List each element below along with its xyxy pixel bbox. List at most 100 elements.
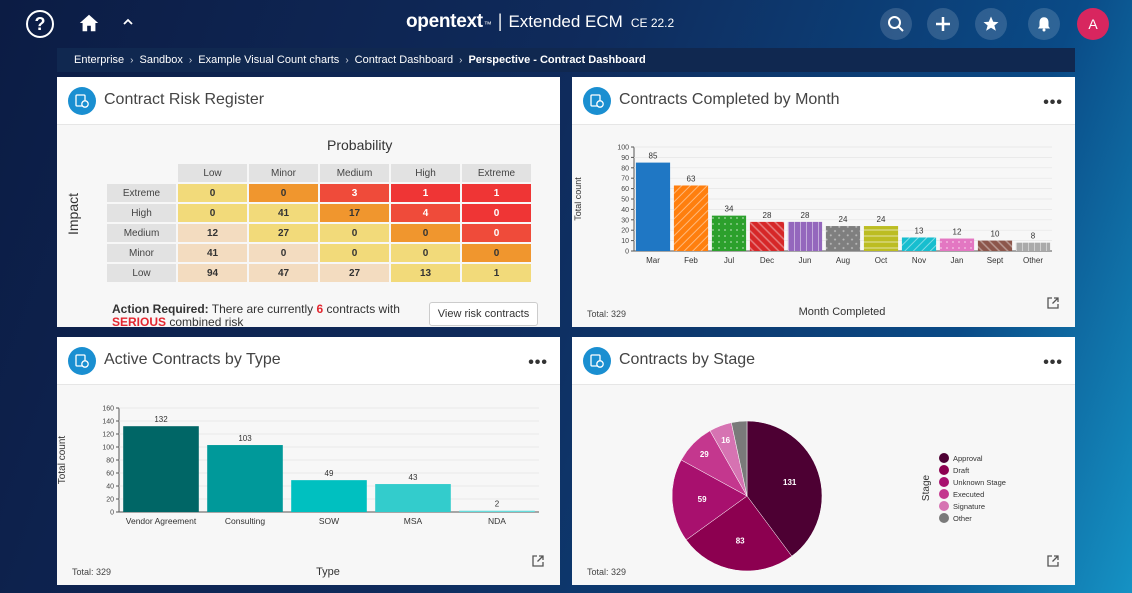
risk-cell[interactable]: 41: [249, 204, 318, 222]
brand-separator: |: [497, 11, 503, 31]
risk-cell[interactable]: 0: [178, 204, 247, 222]
open-external-icon[interactable]: [1047, 555, 1059, 567]
legend-swatch: [939, 501, 949, 511]
risk-cell[interactable]: 0: [178, 184, 247, 202]
probability-column-header: High: [391, 164, 460, 182]
bar[interactable]: [749, 221, 785, 251]
avatar-initial: A: [1088, 16, 1098, 32]
risk-cell[interactable]: 0: [249, 184, 318, 202]
pie-slice[interactable]: [685, 495, 793, 572]
product-version: CE 22.2: [630, 16, 675, 30]
bar[interactable]: [977, 240, 1013, 251]
pie-slice[interactable]: [731, 420, 748, 497]
stage-chart-panel: Contracts by Stage ••• 131 83 59 29 16 Stage A…: [572, 337, 1075, 585]
add-button[interactable]: [927, 8, 959, 40]
risk-cell[interactable]: 0: [462, 244, 531, 262]
legend-label[interactable]: Signature: [953, 502, 985, 511]
matrix-corner: [107, 164, 176, 182]
pie-slice[interactable]: [671, 459, 748, 541]
x-tick-label: Mar: [646, 256, 660, 265]
bar[interactable]: [1015, 242, 1051, 251]
data-label: 49: [325, 469, 334, 478]
risk-cell[interactable]: 17: [320, 204, 389, 222]
risk-cell[interactable]: 0: [320, 244, 389, 262]
legend-label[interactable]: Unknown Stage: [953, 478, 1006, 487]
bar[interactable]: [901, 237, 937, 251]
panel-header: Active Contracts by Type •••: [57, 337, 560, 385]
month-bar-chart: 0 10 20 30 40 50 60 70 80 90 100 85 Mar 63 Feb 34 Jul 28 D…: [573, 145, 1052, 318]
pie-slice[interactable]: [746, 420, 823, 557]
risk-cell[interactable]: 1: [462, 264, 531, 282]
risk-cell[interactable]: 12: [178, 224, 247, 242]
y-tick-label: 60: [106, 471, 114, 478]
risk-cell[interactable]: 0: [249, 244, 318, 262]
impact-label: Impact: [65, 192, 81, 235]
open-external-icon[interactable]: [1047, 297, 1059, 309]
risk-cell[interactable]: 0: [462, 224, 531, 242]
data-label: 63: [687, 174, 696, 183]
bar[interactable]: [825, 226, 861, 251]
open-external-icon[interactable]: [532, 555, 544, 567]
risk-cell[interactable]: 1: [462, 184, 531, 202]
bar[interactable]: [207, 445, 283, 512]
risk-cell[interactable]: 94: [178, 264, 247, 282]
product-name: Extended ECM: [508, 12, 623, 31]
bar[interactable]: [291, 480, 367, 512]
y-tick-label: 0: [110, 510, 114, 517]
notifications-button[interactable]: [1028, 8, 1060, 40]
top-bar: ? opentext ™ | Extended ECM CE 22.2 A: [0, 0, 1132, 46]
stage-pie-chart: 131 83 59 29 16 Stage Approval Draft Unknown Sta…: [671, 420, 1006, 572]
risk-cell[interactable]: 4: [391, 204, 460, 222]
panel-header: Contracts by Stage •••: [572, 337, 1075, 385]
risk-cell[interactable]: 41: [178, 244, 247, 262]
avatar[interactable]: A: [1077, 8, 1109, 40]
risk-cell[interactable]: 0: [391, 244, 460, 262]
risk-cell[interactable]: 27: [320, 264, 389, 282]
legend-label[interactable]: Executed: [953, 490, 984, 499]
favorites-button[interactable]: [975, 8, 1007, 40]
more-options-button[interactable]: •••: [1043, 354, 1063, 371]
legend-label[interactable]: Draft: [953, 466, 970, 475]
risk-cell[interactable]: 1: [391, 184, 460, 202]
breadcrumb-item[interactable]: Enterprise: [74, 54, 125, 66]
risk-cell[interactable]: 3: [320, 184, 389, 202]
impact-row-header: High: [107, 204, 176, 222]
x-axis-label: Type: [316, 566, 340, 578]
bar[interactable]: [863, 226, 899, 251]
chevron-up-icon[interactable]: [120, 14, 136, 30]
risk-cell[interactable]: 0: [462, 204, 531, 222]
bar[interactable]: [673, 185, 709, 251]
bar[interactable]: [459, 510, 535, 512]
view-risk-contracts-button[interactable]: View risk contracts: [429, 302, 538, 326]
plus-icon: [936, 17, 950, 31]
bar[interactable]: [123, 426, 199, 512]
help-button[interactable]: ?: [26, 10, 54, 38]
bar[interactable]: [711, 215, 747, 251]
bar[interactable]: [787, 221, 823, 251]
action-required-message: Action Required: There are currently 6 c…: [112, 303, 442, 328]
bar[interactable]: [635, 162, 671, 251]
risk-cell[interactable]: 47: [249, 264, 318, 282]
legend-label[interactable]: Approval: [953, 454, 983, 463]
breadcrumb-item[interactable]: Contract Dashboard: [354, 54, 454, 66]
search-button[interactable]: [880, 8, 912, 40]
risk-matrix: Low Minor Medium High Extreme Extreme 0 0 3 1 1 Hig…: [105, 162, 533, 284]
data-label: 85: [649, 152, 658, 161]
breadcrumb-item[interactable]: Example Visual Count charts: [198, 54, 340, 66]
y-tick-label: 60: [621, 186, 629, 193]
more-options-button[interactable]: •••: [528, 354, 548, 371]
legend-label[interactable]: Other: [953, 514, 972, 523]
home-icon[interactable]: [78, 12, 100, 34]
risk-cell[interactable]: 13: [391, 264, 460, 282]
more-options-button[interactable]: •••: [1043, 94, 1063, 111]
x-tick-label: Oct: [875, 256, 888, 265]
bar[interactable]: [375, 484, 451, 512]
breadcrumb-item[interactable]: Sandbox: [139, 54, 183, 66]
risk-cell[interactable]: 0: [320, 224, 389, 242]
risk-cell[interactable]: 27: [249, 224, 318, 242]
risk-cell[interactable]: 0: [391, 224, 460, 242]
bar[interactable]: [939, 238, 975, 251]
total-count: Total: 329: [587, 567, 627, 577]
brand-logo: opentext: [406, 11, 483, 32]
y-axis-label: Total count: [57, 436, 68, 485]
